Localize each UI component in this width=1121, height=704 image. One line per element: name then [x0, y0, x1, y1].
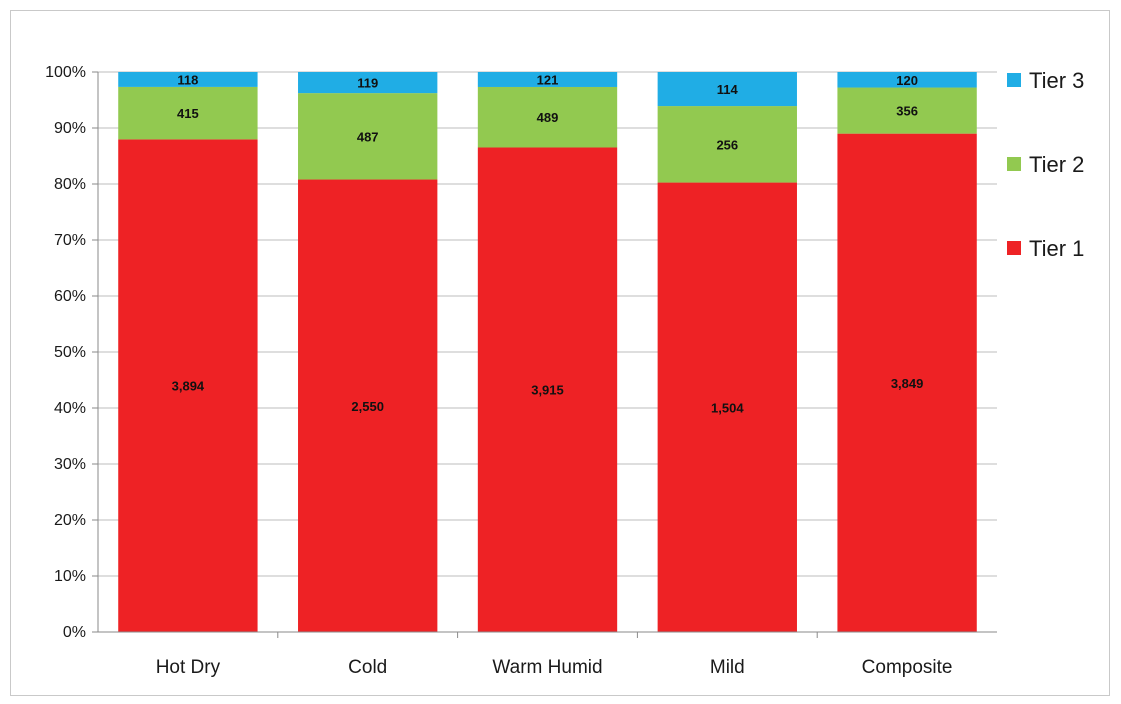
data-label: 118 [177, 72, 198, 87]
data-label: 3,915 [531, 383, 564, 398]
y-tick-label: 30% [54, 456, 86, 473]
bar-segment [118, 86, 258, 140]
data-label: 2,550 [351, 399, 384, 414]
data-label: 415 [177, 106, 199, 121]
bar-segment [298, 72, 438, 94]
y-tick-label: 60% [54, 288, 86, 305]
x-tick-label: Hot Dry [156, 657, 221, 678]
data-label: 1,504 [711, 400, 744, 415]
y-tick-label: 70% [54, 232, 86, 249]
bar-segment [298, 179, 438, 633]
data-labels: 3,894 415 118 2,550 487 119 3,915 489 121 1,504 25… [172, 72, 924, 415]
bar-segment [477, 147, 618, 633]
y-tick-label: 100% [45, 64, 86, 81]
y-tick-label: 0% [63, 624, 86, 641]
x-tick-label: Mild [710, 657, 745, 678]
bar-segment [477, 72, 618, 87]
data-label: 489 [537, 110, 559, 125]
data-label: 3,849 [891, 376, 924, 391]
legend-label: Tier 1 [1029, 236, 1084, 261]
data-label: 119 [357, 76, 378, 91]
bar-segment [837, 72, 977, 88]
legend-swatch [1007, 73, 1021, 87]
bar-segment [837, 133, 977, 632]
legend-label: Tier 2 [1029, 152, 1084, 177]
bar-segment [657, 106, 797, 183]
bar-segment [118, 72, 258, 87]
legend: Tier 3 Tier 2 Tier 1 [1007, 68, 1084, 261]
data-label: 487 [357, 129, 379, 144]
bars [118, 72, 977, 633]
legend-swatch [1007, 157, 1021, 171]
x-tick-label: Warm Humid [492, 657, 602, 678]
y-tick-label: 40% [54, 400, 86, 417]
x-tick-label: Composite [862, 657, 953, 678]
bar-segment [657, 182, 797, 633]
data-label: 356 [896, 104, 918, 119]
data-label: 114 [717, 82, 739, 97]
axes: 0% 10% 20% 30% 40% 50% 60% 70% 80% 90% 100% Hot Dry… [45, 64, 997, 678]
y-tick-label: 80% [54, 176, 86, 193]
y-tick-label: 90% [54, 120, 86, 137]
y-tick-label: 10% [54, 568, 86, 585]
data-label: 256 [716, 137, 738, 152]
data-label: 3,894 [172, 379, 205, 394]
bar-segment [298, 93, 438, 180]
legend-swatch [1007, 241, 1021, 255]
bar-segment [837, 87, 977, 134]
bar-segment [477, 86, 618, 148]
legend-label: Tier 3 [1029, 68, 1084, 93]
bar-segment [118, 139, 258, 632]
y-tick-label: 50% [54, 344, 86, 361]
data-label: 120 [896, 73, 918, 88]
bar-segment [657, 72, 797, 107]
y-tick-label: 20% [54, 512, 86, 529]
data-label: 121 [537, 72, 559, 87]
x-tick-label: Cold [348, 657, 387, 678]
